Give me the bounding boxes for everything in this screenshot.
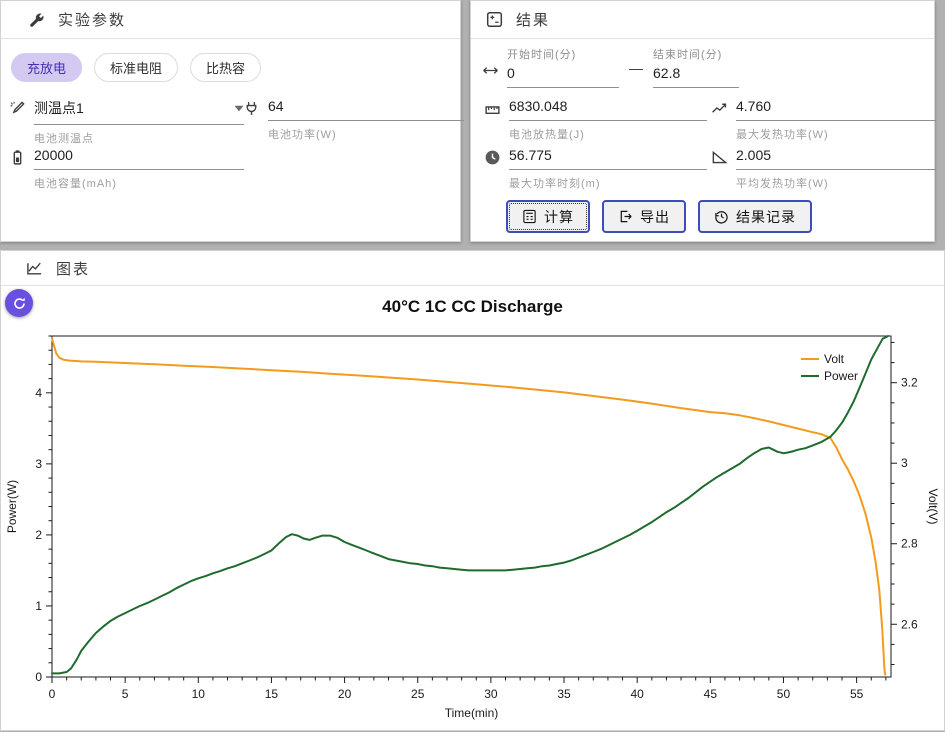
line-chart-icon	[27, 262, 42, 275]
svg-text:2: 2	[35, 528, 42, 542]
export-button-label: 导出	[640, 208, 670, 225]
svg-text:10: 10	[192, 687, 206, 701]
svg-text:30: 30	[484, 687, 498, 701]
svg-text:3: 3	[35, 457, 42, 471]
capacity-input[interactable]	[34, 147, 244, 170]
calculator-icon	[523, 209, 536, 224]
battery-power-helper: 电池功率(W)	[268, 129, 337, 141]
calculate-button-label: 计算	[544, 208, 574, 225]
chart-card-title: 图表	[56, 260, 91, 278]
mode-tabs: 充放电 标准电阻 比热容	[11, 53, 262, 82]
clock-icon	[485, 150, 500, 165]
start-time-label: 开始时间(分)	[507, 49, 577, 61]
probe-select[interactable]: 测温点1	[34, 98, 244, 125]
tab-standard-resistance[interactable]: 标准电阻	[94, 53, 179, 82]
svg-text:40: 40	[630, 687, 644, 701]
result-history-button-label: 结果记录	[736, 208, 796, 225]
chevron-down-icon	[234, 105, 244, 111]
battery-icon	[13, 150, 22, 165]
results-card-title: 结果	[516, 12, 551, 29]
range-separator: —	[629, 60, 643, 76]
svg-text:0: 0	[35, 670, 42, 684]
svg-text:3.2: 3.2	[901, 376, 918, 390]
svg-text:0: 0	[49, 687, 56, 701]
max-power-time-label: 最大功率时刻(m)	[509, 178, 601, 190]
avg-power-value: 2.005	[736, 147, 936, 170]
svg-text:55: 55	[850, 687, 864, 701]
series-volt	[51, 337, 887, 676]
avg-power-label: 平均发热功率(W)	[736, 178, 829, 190]
results-buttons: 计算 导出 结果记录	[506, 200, 812, 233]
legend-label-power: Power	[824, 369, 858, 383]
results-card-header: 结果	[471, 1, 934, 39]
refresh-icon	[13, 297, 25, 309]
chart-plot-title: 40°C 1C CC Discharge	[382, 297, 563, 316]
svg-text:20: 20	[338, 687, 352, 701]
export-icon	[620, 210, 632, 223]
probe-helper: 电池测温点	[34, 133, 94, 145]
svg-text:Time(min): Time(min)	[445, 706, 499, 720]
svg-text:Power(W): Power(W)	[5, 480, 19, 533]
svg-text:45: 45	[704, 687, 718, 701]
max-power-label: 最大发热功率(W)	[736, 129, 829, 141]
svg-text:Volt(V): Volt(V)	[926, 488, 940, 524]
svg-text:3: 3	[901, 456, 908, 470]
params-card-title: 实验参数	[58, 12, 127, 29]
plug-icon	[246, 102, 257, 115]
tab-charge-discharge[interactable]: 充放电	[11, 53, 83, 82]
series-power	[51, 335, 890, 675]
results-card: 结果 开始时间(分) — 结束时间(分) 6830.048 电池放热量(J)	[470, 0, 936, 242]
range-arrow-icon	[483, 67, 498, 74]
result-history-button[interactable]: 结果记录	[698, 200, 812, 233]
chart-card: 图表 40°C 1C CC Discharge 0 5 10 15 20 25 30 35 40…	[0, 250, 945, 731]
export-button[interactable]: 导出	[602, 200, 686, 233]
heat-value: 6830.048	[509, 98, 707, 121]
metric-avg-power: 2.005 平均发热功率(W)	[711, 147, 936, 191]
tab-specific-heat[interactable]: 比热容	[190, 53, 262, 82]
battery-power-row: 电池功率(W)	[243, 98, 464, 142]
refresh-chart-button[interactable]	[5, 289, 33, 317]
capacity-row: 电池容量(mAh)	[9, 147, 244, 191]
trend-up-icon	[712, 103, 727, 113]
chart-card-header: 图表	[1, 251, 944, 286]
start-time-input[interactable]	[507, 65, 619, 88]
experiment-params-card: 实验参数 充放电 标准电阻 比热容 测温点1 电池测温点	[0, 0, 464, 242]
metric-max-power: 4.760 最大发热功率(W)	[711, 98, 936, 142]
probe-select-value: 测温点1	[34, 100, 84, 116]
calculate-button[interactable]: 计算	[506, 200, 590, 233]
max-power-value: 4.760	[736, 98, 936, 121]
battery-power-input[interactable]	[268, 98, 464, 121]
svg-text:35: 35	[557, 687, 571, 701]
svg-text:2.6: 2.6	[901, 617, 918, 631]
time-range-row: 开始时间(分) — 结束时间(分)	[482, 46, 739, 88]
end-time-label: 结束时间(分)	[653, 49, 723, 61]
legend-label-volt: Volt	[824, 352, 845, 366]
tools-icon	[30, 13, 44, 27]
svg-text:5: 5	[122, 687, 129, 701]
params-card-header: 实验参数	[1, 1, 460, 39]
result-panel-icon	[486, 11, 503, 28]
capacity-helper: 电池容量(mAh)	[34, 178, 117, 190]
slope-icon	[712, 150, 728, 164]
history-icon	[715, 211, 728, 224]
svg-text:2.8: 2.8	[901, 537, 918, 551]
svg-text:4: 4	[35, 386, 42, 400]
thermo-probe-icon	[10, 101, 25, 114]
discharge-chart: 0 5 10 15 20 25 30 35 40 45 50 55 0 1 2 3 4 2.6 2.8 3 3.2 Tim…	[5, 335, 940, 720]
svg-text:25: 25	[411, 687, 425, 701]
metric-max-power-time: 56.775 最大功率时刻(m)	[484, 147, 707, 191]
heat-label: 电池放热量(J)	[509, 129, 585, 141]
svg-text:15: 15	[265, 687, 279, 701]
metric-heat: 6830.048 电池放热量(J)	[484, 98, 707, 142]
ruler-icon	[485, 106, 500, 114]
svg-text:1: 1	[35, 599, 42, 613]
max-power-time-value: 56.775	[509, 147, 707, 170]
svg-text:50: 50	[777, 687, 791, 701]
probe-field-row: 测温点1 电池测温点	[9, 98, 244, 146]
end-time-input[interactable]	[653, 65, 739, 88]
